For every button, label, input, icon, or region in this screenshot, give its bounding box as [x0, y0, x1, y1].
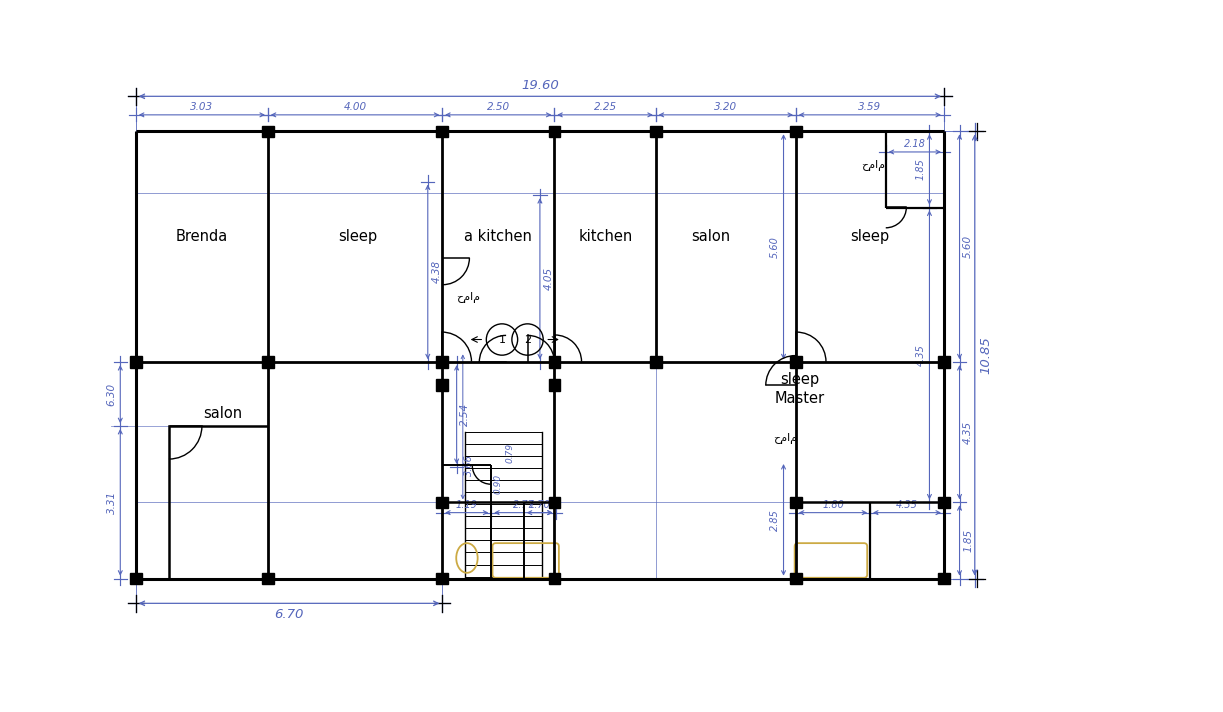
Text: 19.60: 19.60 — [521, 79, 559, 92]
Bar — [790, 125, 801, 137]
Bar — [130, 357, 142, 368]
Text: 3.20: 3.20 — [714, 102, 737, 112]
Bar — [938, 496, 949, 508]
Bar — [790, 357, 801, 368]
Text: 6.30: 6.30 — [106, 382, 116, 406]
Text: 5.60: 5.60 — [769, 236, 780, 258]
Bar — [790, 573, 801, 585]
Bar — [437, 379, 448, 391]
Text: 2.25: 2.25 — [593, 102, 616, 112]
Text: 3.66: 3.66 — [464, 454, 475, 476]
Text: salon: salon — [691, 229, 730, 244]
Text: 5.60: 5.60 — [964, 235, 974, 258]
Bar — [938, 573, 949, 585]
Text: 1.80: 1.80 — [822, 500, 844, 510]
Text: 0.90: 0.90 — [493, 473, 503, 494]
Bar — [649, 125, 662, 137]
Bar — [262, 573, 274, 585]
Text: sleep: sleep — [850, 229, 889, 244]
Bar — [130, 573, 142, 585]
Bar — [549, 379, 560, 391]
Text: sleep: sleep — [338, 229, 377, 244]
Bar — [549, 496, 560, 508]
Text: 3.59: 3.59 — [859, 102, 882, 112]
Bar — [649, 357, 662, 368]
Text: 4.35: 4.35 — [896, 500, 918, 510]
Text: 4.00: 4.00 — [344, 102, 367, 112]
Text: 10.85: 10.85 — [980, 336, 993, 374]
Bar — [549, 357, 560, 368]
Text: Brenda: Brenda — [176, 229, 227, 244]
Text: 2: 2 — [523, 335, 531, 345]
Text: 4.35: 4.35 — [916, 344, 926, 366]
Text: 1.85: 1.85 — [964, 529, 974, 552]
Bar — [437, 357, 448, 368]
Text: a kitchen: a kitchen — [464, 229, 532, 244]
Bar — [437, 125, 448, 137]
Text: 4.35: 4.35 — [964, 421, 974, 444]
Text: 2.85: 2.85 — [769, 509, 780, 530]
Bar — [262, 357, 274, 368]
Text: حمام: حمام — [456, 293, 479, 303]
Text: 2.54: 2.54 — [460, 403, 471, 426]
Text: kitchen: kitchen — [578, 229, 634, 244]
Bar — [549, 573, 560, 585]
Text: حمام: حمام — [861, 160, 885, 172]
Text: 2.18: 2.18 — [904, 139, 926, 149]
Bar — [262, 125, 274, 137]
Text: 0.79: 0.79 — [505, 443, 515, 464]
Bar — [938, 357, 949, 368]
Bar — [437, 573, 448, 585]
Text: 4.38: 4.38 — [432, 261, 442, 283]
Text: 2.50: 2.50 — [487, 102, 510, 112]
Text: 3.31: 3.31 — [106, 491, 116, 514]
Bar — [437, 496, 448, 508]
Bar — [790, 496, 801, 508]
Text: حمام: حمام — [774, 432, 797, 444]
Text: salon: salon — [203, 407, 242, 422]
Text: 1.70: 1.70 — [528, 500, 550, 510]
Text: 2.77: 2.77 — [512, 500, 534, 510]
Text: 3.03: 3.03 — [191, 102, 214, 112]
Text: 1.19: 1.19 — [456, 500, 478, 510]
Text: 6.70: 6.70 — [274, 608, 303, 622]
Text: sleep
Master: sleep Master — [774, 372, 824, 407]
Text: 1: 1 — [499, 335, 505, 345]
Bar — [549, 125, 560, 137]
Text: 4.05: 4.05 — [543, 267, 554, 290]
Text: 1.85: 1.85 — [916, 159, 926, 180]
